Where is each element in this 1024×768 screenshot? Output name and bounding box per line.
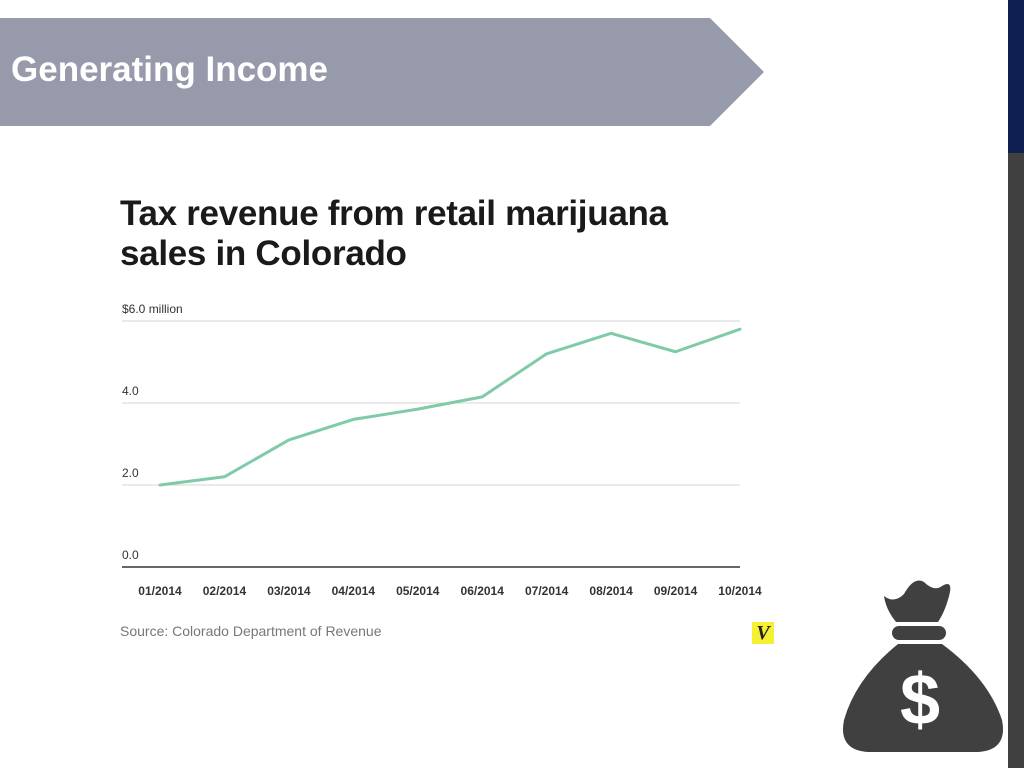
line-chart: $6.0 million 4.0 2.0 0.0 01/2014 02/2014 03/20… — [122, 302, 762, 598]
vox-logo: V — [752, 622, 774, 644]
y-tick-label: $6.0 million — [122, 302, 183, 316]
y-tick-label: 2.0 — [122, 466, 139, 480]
x-tick-label: 10/2014 — [718, 584, 762, 598]
title-banner — [0, 18, 764, 126]
x-tick-label: 07/2014 — [525, 584, 569, 598]
right-rail-bottom — [1008, 153, 1024, 768]
x-tick-label: 01/2014 — [138, 584, 182, 598]
x-tick-label: 04/2014 — [332, 584, 376, 598]
x-tick-label: 03/2014 — [267, 584, 311, 598]
chart-title-line-1: Tax revenue from retail marijuana — [120, 194, 668, 233]
right-rail-top — [1008, 0, 1024, 153]
chart-title: Tax revenue from retail marijuana sales … — [120, 194, 770, 274]
money-bag-body-icon — [843, 644, 1003, 752]
x-tick-label: 08/2014 — [589, 584, 633, 598]
slide-title: Generating Income — [11, 50, 329, 89]
y-tick-label: 4.0 — [122, 384, 139, 398]
money-bag-tie-icon — [892, 626, 946, 640]
dollar-sign: $ — [900, 660, 940, 740]
x-tick-label: 06/2014 — [461, 584, 505, 598]
series-line — [158, 327, 742, 487]
chart-source: Source: Colorado Department of Revenue — [120, 623, 382, 639]
money-bag-top-icon — [884, 580, 951, 622]
banner-shape — [0, 18, 764, 126]
chart-title-line-2: sales in Colorado — [120, 234, 407, 273]
x-tick-label: 05/2014 — [396, 584, 440, 598]
y-tick-label: 0.0 — [122, 548, 139, 562]
x-tick-label: 09/2014 — [654, 584, 698, 598]
money-bag-icon: $ — [843, 580, 1003, 752]
x-tick-label: 02/2014 — [203, 584, 247, 598]
